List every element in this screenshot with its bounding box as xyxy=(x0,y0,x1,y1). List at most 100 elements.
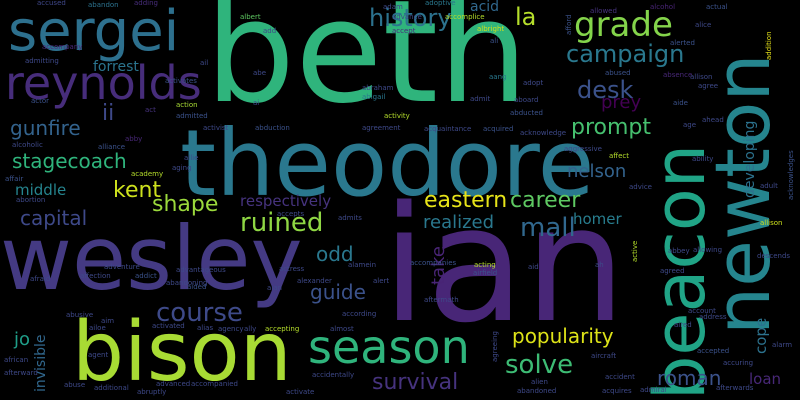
word-ali: ali xyxy=(490,37,499,45)
word-alerted: alerted xyxy=(670,39,695,47)
word-acquired: acquired xyxy=(483,125,514,133)
word-abusive: abusive xyxy=(66,311,94,319)
word-aging: aging xyxy=(172,164,192,172)
word-abigail: abigail xyxy=(362,93,386,101)
word-accuring: accuring xyxy=(723,359,754,367)
word-acknowledge: acknowledge xyxy=(520,129,567,137)
word-accidentally: accidentally xyxy=(312,371,355,379)
word-agree: agree xyxy=(698,82,719,90)
word-advice: advice xyxy=(629,183,652,191)
word-aftermath: aftermath xyxy=(424,296,459,304)
word-kent: kent xyxy=(113,178,162,203)
word-ruined: ruined xyxy=(240,208,324,238)
word-abducted: abducted xyxy=(510,109,543,117)
word-activist: activist xyxy=(203,124,229,132)
word-abandoning: abandoning xyxy=(166,279,208,287)
word-action: action xyxy=(176,101,198,109)
word-guide: guide xyxy=(310,280,366,304)
word-adoptive: adoptive xyxy=(425,0,456,7)
word-accept: accept xyxy=(392,27,416,35)
word-activity: activity xyxy=(384,112,410,120)
word-accompany: accompany xyxy=(42,43,83,51)
word-alexander: alexander xyxy=(297,277,332,285)
word-aide: aide xyxy=(673,99,688,107)
word-alice: alice xyxy=(695,21,712,29)
word-admiral: admiral xyxy=(640,386,667,394)
word-admit: admit xyxy=(470,95,491,103)
word-history: history xyxy=(369,4,452,32)
word-loan: loan xyxy=(749,370,782,388)
word-capital: capital xyxy=(20,206,88,230)
word-active: active xyxy=(631,240,639,262)
word-accepting: accepting xyxy=(265,325,300,333)
word-admitting: admitting xyxy=(25,57,59,65)
word-advanced: advanced xyxy=(156,380,191,388)
word-alcohol: alcohol xyxy=(650,3,676,11)
word-gunfire: gunfire xyxy=(10,116,81,140)
word-beth: beth xyxy=(205,0,529,135)
word-abruptly: abruptly xyxy=(137,388,167,396)
word-course: course xyxy=(156,298,243,328)
word-aang: aang xyxy=(489,73,507,81)
word-afraid: afraid xyxy=(30,275,51,283)
word-campaign: campaign xyxy=(566,40,685,68)
word-aided: aided xyxy=(187,283,207,291)
word-ail: ail xyxy=(200,59,209,67)
word-affect: affect xyxy=(609,152,630,160)
word-roman: roman xyxy=(657,366,722,390)
word-agent: agent xyxy=(88,351,109,359)
word-ah: ah xyxy=(595,261,604,269)
word-realized: realized xyxy=(423,212,495,233)
word-activate: activate xyxy=(286,388,315,396)
word-albert: albert xyxy=(240,13,261,21)
word-accident: accident xyxy=(605,373,635,381)
word-solve: solve xyxy=(505,350,574,380)
word-invisible: invisible xyxy=(33,334,49,392)
word-agreement: agreement xyxy=(362,124,401,132)
word-affection: affection xyxy=(80,272,111,280)
word-account: account xyxy=(688,307,716,315)
word-survival: survival xyxy=(372,370,459,395)
word-absence: absence xyxy=(663,71,693,79)
word-adventure: adventure xyxy=(104,263,140,271)
word-ii: ii xyxy=(102,101,115,126)
word-prey: prey xyxy=(601,92,642,113)
word-stagecoach: stagecoach xyxy=(12,149,127,173)
word-cope: cope xyxy=(752,317,770,354)
word-acquaintance: acquaintance xyxy=(424,125,472,133)
word-addition: addition xyxy=(765,31,773,60)
word-abortion: abortion xyxy=(16,196,46,204)
word-homer: homer xyxy=(573,210,622,228)
word-shape: shape xyxy=(152,192,219,217)
word-odd: odd xyxy=(316,242,354,266)
word-popularity: popularity xyxy=(512,324,614,348)
word-act: act xyxy=(145,106,156,114)
word-abduction: abduction xyxy=(255,124,290,132)
word-aggressive: aggressive xyxy=(564,145,602,153)
word-actor: actor xyxy=(31,97,50,105)
word-eastern: eastern xyxy=(424,188,508,213)
word-abe: abe xyxy=(253,69,267,77)
word-afterwards: afterwards xyxy=(716,384,754,392)
word-advance: advance xyxy=(392,13,422,21)
word-allison-2: allison xyxy=(760,219,783,227)
word-descends: descends xyxy=(757,252,791,260)
word-abbey: abbey xyxy=(668,247,690,255)
word-adult: adult xyxy=(760,182,778,190)
word-forrest: forrest xyxy=(93,59,139,75)
word-abraham: abraham xyxy=(362,84,394,92)
word-ally: ally xyxy=(244,325,257,333)
word-desk: desk xyxy=(577,76,634,104)
word-accused: accused xyxy=(37,0,66,7)
word-nelson: nelson xyxy=(567,161,627,182)
word-aircraft: aircraft xyxy=(591,352,617,360)
word-allison: allison xyxy=(690,73,713,81)
word-alamein: alamein xyxy=(348,261,377,269)
word-reynolds: reynolds xyxy=(5,56,202,110)
word-admitted: admitted xyxy=(176,112,208,120)
word-addict: addict xyxy=(135,272,157,280)
word-wesley: wesley xyxy=(0,207,303,310)
word-alias: alias xyxy=(197,324,214,332)
word-acid: acid xyxy=(470,0,500,15)
